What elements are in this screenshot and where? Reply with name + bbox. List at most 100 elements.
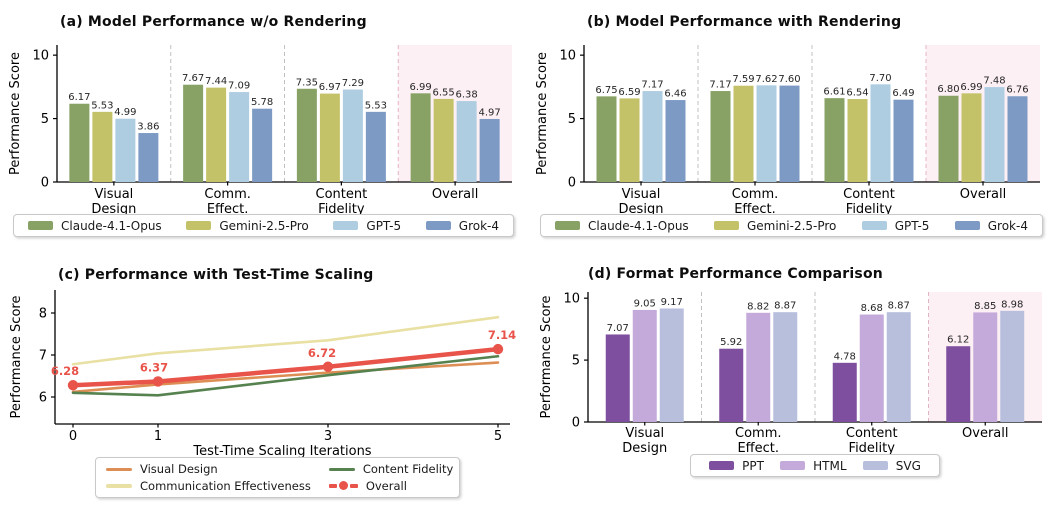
bar-value-label: 6.49 xyxy=(892,88,914,99)
y-tick-label: 0 xyxy=(572,416,580,431)
bar-value-label: 8.85 xyxy=(974,301,996,312)
bar-value-label: 6.46 xyxy=(664,89,686,100)
category-label: Content xyxy=(843,187,895,202)
y-axis-label: Performance Score xyxy=(539,296,554,419)
legend-item: Overall xyxy=(328,478,453,493)
bar-value-label: 7.35 xyxy=(296,77,318,88)
category-label: Visual xyxy=(94,187,133,202)
legend-label: Grok-4 xyxy=(458,218,499,233)
bar-value-label: 8.82 xyxy=(747,301,769,312)
legend-item: Claude-4.1-Opus xyxy=(28,219,162,233)
bar-value-label: 5.78 xyxy=(251,97,273,108)
category-label: Content xyxy=(316,187,368,202)
panel-a: 0 5 10 Performance Score Visual Design 6.17 5.5… xyxy=(0,0,527,250)
bar-Grok-4-2 xyxy=(893,99,914,182)
legend-line-swatch xyxy=(106,467,132,471)
bar-value-label: 6.99 xyxy=(960,82,982,93)
overall-marker xyxy=(152,376,164,387)
bar-GPT-5-2 xyxy=(870,84,891,182)
bar-value-label: 7.70 xyxy=(869,73,891,84)
bar-SVG-3 xyxy=(1000,310,1025,422)
legend-swatch xyxy=(28,221,53,230)
category-label: Comm. xyxy=(735,426,782,441)
bar-Grok-4-0 xyxy=(665,100,686,182)
legend-swatch xyxy=(709,461,735,470)
legend-label: Grok-4 xyxy=(987,218,1028,233)
bar-value-label: 8.98 xyxy=(1001,299,1023,310)
bar-value-label: 7.17 xyxy=(641,80,663,91)
y-tick-label: 5 xyxy=(572,354,580,369)
bar-value-label: 7.62 xyxy=(755,74,777,85)
bar-value-label: 9.05 xyxy=(634,298,656,309)
x-tick-label: 0 xyxy=(69,429,77,444)
bar-Gemini-2.5-Pro-3 xyxy=(433,98,454,182)
bar-value-label: 7.60 xyxy=(778,74,800,85)
legend-label: Content Fidelity xyxy=(362,462,454,477)
category-label: Fidelity xyxy=(318,202,365,217)
bar-value-label: 7.48 xyxy=(983,76,1005,87)
bar-SVG-1 xyxy=(773,312,798,422)
y-axis-label: Performance Score xyxy=(8,52,23,175)
bar-Claude-4.1-Opus-2 xyxy=(296,88,317,182)
y-tick-label: 10 xyxy=(32,49,49,64)
bar-PPT-2 xyxy=(832,362,857,422)
category-label: Design xyxy=(619,202,664,217)
legend-swatch xyxy=(425,221,451,230)
y-tick-label: 10 xyxy=(559,49,576,64)
bar-Gemini-2.5-Pro-1 xyxy=(733,85,754,182)
legend-label: SVG xyxy=(895,458,921,473)
legend-item: Grok-4 xyxy=(425,218,499,233)
bar-value-label: 7.67 xyxy=(182,73,204,84)
bar-Grok-4-3 xyxy=(479,118,500,182)
overall-point-label: 6.37 xyxy=(140,360,168,374)
bar-SVG-0 xyxy=(659,308,684,422)
legend-swatch xyxy=(954,221,980,230)
bar-Grok-4-3 xyxy=(1007,96,1028,182)
x-axis-label: Test-Time Scaling Iterations xyxy=(192,444,371,459)
y-tick-label: 5 xyxy=(41,112,49,127)
bar-value-label: 9.17 xyxy=(661,297,683,308)
legend-item: PPT xyxy=(709,459,764,473)
legend-label: Overall xyxy=(365,478,407,493)
legend-label: GPT-5 xyxy=(366,218,402,233)
legend-swatch xyxy=(713,221,739,230)
y-tick-label: 10 xyxy=(563,292,580,307)
category-label: Effect. xyxy=(207,202,249,217)
category-label: Content xyxy=(846,426,898,441)
legend-item: Gemini-2.5-Pro xyxy=(186,218,309,233)
y-tick-label: 6 xyxy=(39,391,47,406)
bar-value-label: 8.87 xyxy=(888,301,910,312)
legend-label: HTML xyxy=(813,458,847,473)
category-label: Fidelity xyxy=(849,441,896,456)
panel-c-title: (c) Performance with Test-Time Scaling xyxy=(58,267,374,283)
y-tick-label: 0 xyxy=(41,176,49,191)
legend-overall-swatch xyxy=(328,481,358,491)
category-label: Overall xyxy=(962,426,1008,441)
bar-value-label: 6.61 xyxy=(823,87,845,98)
category-label: Fidelity xyxy=(846,202,893,217)
legend-item: HTML xyxy=(780,458,847,473)
category-label: Comm. xyxy=(204,187,251,202)
bar-Gemini-2.5-Pro-0 xyxy=(619,98,640,182)
overall-point-label: 6.72 xyxy=(308,346,336,360)
overall-marker xyxy=(322,361,334,372)
bar-value-label: 6.12 xyxy=(947,335,969,346)
bar-value-label: 6.54 xyxy=(846,88,868,99)
bar-Claude-4.1-Opus-1 xyxy=(183,84,204,182)
panel-d: 0 5 10 Performance Score Visual Design 7.07 9.0… xyxy=(527,250,1055,507)
category-label: Effect. xyxy=(737,441,779,456)
category-label: Comm. xyxy=(732,187,779,202)
legend-label: Visual Design xyxy=(140,462,218,477)
bar-Claude-4.1-Opus-2 xyxy=(824,98,845,182)
y-axis-label: Performance Score xyxy=(535,52,550,175)
legend-label: Gemini-2.5-Pro xyxy=(219,218,309,233)
panel-a-legend: Claude-4.1-Opus Gemini-2.5-Pro GPT-5 Gro… xyxy=(13,214,514,237)
bar-value-label: 4.97 xyxy=(478,107,500,118)
bar-value-label: 6.75 xyxy=(595,85,617,96)
legend-label: Claude-4.1-Opus xyxy=(61,218,162,233)
panel-c: 6 7 8 0 1 3 5 Test-Time Scaling Iterations Perfo… xyxy=(0,250,527,507)
bar-value-label: 8.68 xyxy=(861,303,883,314)
bar-value-label: 5.53 xyxy=(365,100,387,111)
